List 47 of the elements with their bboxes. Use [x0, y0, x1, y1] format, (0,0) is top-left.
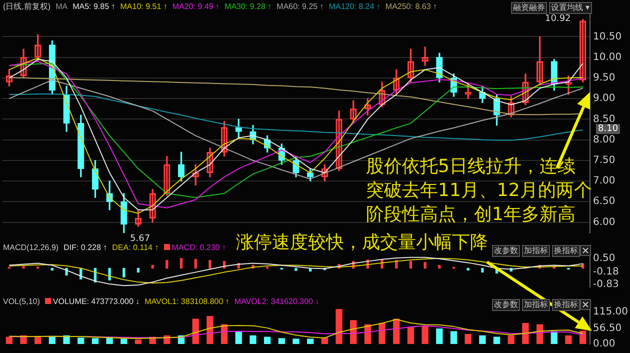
- annotation: 改参数: [492, 299, 520, 311]
- text: MAVOL2: 341620.300 ↓: [234, 297, 320, 306]
- annotation: 阶段性高点，创1年多新高: [366, 204, 576, 226]
- text: MA250: 8.63 ↑: [385, 2, 437, 11]
- annotation: 突破去年11月、12月的两个: [366, 180, 592, 202]
- annotation: 10.92: [545, 14, 571, 24]
- y-tick-label: 10.50: [593, 31, 622, 42]
- y-tick-label: 115.00: [593, 306, 628, 318]
- text: 8.10: [596, 124, 620, 134]
- y-tick-label: 9.00: [593, 93, 616, 104]
- text: MA60: 9.25 ↑: [276, 2, 324, 11]
- y-tick-label: 8.00: [593, 134, 616, 146]
- y-tick-label: 0.50: [593, 252, 616, 264]
- y-tick-label: 7.00: [593, 176, 616, 187]
- text: DEA: 0.114 ↑: [112, 243, 159, 252]
- text: MA20: 9.49 ↑: [172, 2, 220, 11]
- annotation: 加指标: [522, 299, 550, 311]
- chart-title: VOL(5,10): [3, 297, 40, 306]
- chart-title: (日线,前复权): [3, 2, 51, 11]
- annotation: 加指标: [522, 245, 550, 257]
- y-tick-label: 6.00: [593, 216, 616, 228]
- y-tick-label: 0.00: [593, 338, 616, 350]
- y-tick-label: -0.83: [593, 279, 619, 290]
- chart-title: MACD(12,26,9): [3, 243, 59, 252]
- y-tick-label: 8.50: [593, 114, 616, 125]
- annotation: 换指标: [552, 245, 580, 257]
- y-tick-label: 7.50: [593, 155, 616, 166]
- annotation: 改参数: [492, 245, 520, 257]
- text: MA5: 9.85 ↑: [72, 2, 116, 11]
- y-tick-label: -0.18: [593, 266, 619, 278]
- annotation: 换指标: [552, 299, 580, 311]
- text: MA30: 9.28 ↑: [224, 2, 272, 11]
- text: 融资融券: [511, 2, 547, 14]
- text: 5.67: [130, 234, 150, 244]
- y-tick-label: 10.00: [593, 52, 622, 63]
- legend-label: MACD: 0.230 ↑: [170, 243, 226, 252]
- text: MA10: 9.51 ↑: [120, 2, 168, 11]
- annotation: 涨停速度较快，成交量小幅下降: [236, 232, 488, 254]
- legend-label: VOLUME: 473773.000 ↓: [52, 297, 140, 306]
- y-tick-label: 9.50: [593, 72, 616, 84]
- text: MAVOL1: 383108.800 ↑: [144, 297, 230, 306]
- text: MA120: 8.24 ↑: [328, 2, 380, 11]
- text: DIF: 0.228 ↑: [64, 243, 108, 252]
- y-tick-label: 6.50: [593, 196, 616, 208]
- legend-title: MA: [56, 2, 68, 11]
- text: 设置均线 ▾: [549, 2, 592, 14]
- y-tick-label: 56.50: [593, 322, 622, 334]
